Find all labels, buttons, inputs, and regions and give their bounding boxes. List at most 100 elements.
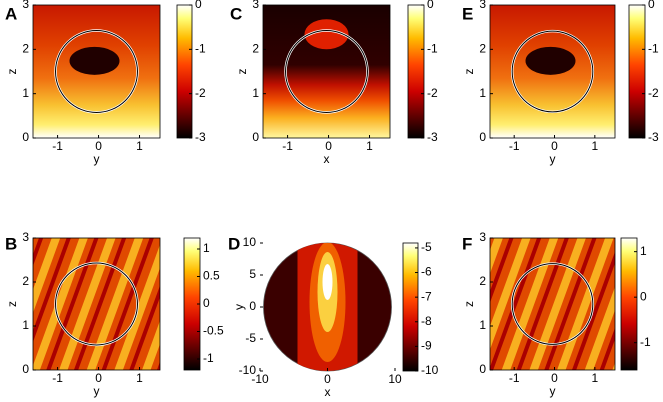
y-axis-label: z	[235, 69, 249, 75]
field-detail	[297, 243, 358, 371]
colorbar	[176, 4, 193, 139]
x-tick-label: 10	[388, 372, 402, 386]
colorbar-tick-label: 0	[203, 296, 210, 310]
colorbar-tick-label: -10	[421, 363, 439, 377]
x-tick-label: 1	[136, 371, 143, 385]
colorbar	[620, 237, 638, 371]
y-tick-label: -10	[239, 363, 257, 377]
y-tick-label: 2	[479, 42, 486, 56]
y-tick-label: 3	[22, 230, 29, 244]
plot-frame	[489, 4, 616, 139]
y-tick-label: 0	[22, 130, 29, 144]
y-tick-label: 0	[479, 362, 486, 376]
panel-label: C	[230, 4, 242, 23]
panel-label: E	[462, 4, 473, 23]
x-tick-label: 1	[591, 139, 598, 153]
y-tick-label: -5	[245, 331, 256, 345]
y-tick-label: 0	[479, 130, 486, 144]
x-axis-label: y	[550, 384, 556, 398]
sphere-outline	[511, 30, 594, 113]
sphere-outline	[285, 30, 368, 113]
y-tick-label: 3	[252, 0, 259, 11]
colorbar-tick-label: -2	[195, 86, 206, 100]
panel-label: D	[228, 234, 240, 253]
field-core	[304, 19, 349, 50]
colorbar-tick-label: 0	[195, 0, 202, 11]
x-tick-label: 1	[591, 371, 598, 385]
y-tick-label: 1	[22, 318, 29, 332]
y-tick-label: 1	[22, 86, 29, 100]
sphere-outline	[55, 262, 138, 346]
y-axis-label: z	[5, 301, 19, 307]
field-core	[69, 46, 120, 75]
colorbar	[407, 4, 425, 139]
x-tick-label: 0	[551, 371, 558, 385]
y-tick-label: 2	[252, 42, 259, 56]
y-tick-label: 1	[252, 86, 259, 100]
y-tick-label: 1	[479, 318, 486, 332]
colorbar-tick-label: -1	[648, 42, 659, 56]
y-tick-label: 0	[249, 299, 256, 313]
x-tick-label: 1	[366, 139, 373, 153]
colorbar	[628, 4, 646, 139]
y-tick-label: 3	[22, 0, 29, 11]
y-axis-label: z	[462, 301, 476, 307]
y-tick-label: 1	[479, 86, 486, 100]
x-tick-label: 0	[551, 139, 558, 153]
colorbar-tick-label: -3	[427, 130, 438, 144]
x-tick-label: -1	[52, 139, 63, 153]
colorbar-tick-label: -9	[421, 339, 432, 353]
colorbar-tick-label: 1	[203, 241, 210, 255]
y-axis-label: z	[462, 69, 476, 75]
panel-label: A	[5, 4, 17, 23]
colorbar-tick-label: 0.5	[203, 269, 220, 283]
y-axis-label: z	[5, 69, 19, 75]
colorbar-tick-label: -2	[648, 86, 659, 100]
x-axis-label: y	[94, 152, 100, 166]
y-tick-label: 3	[479, 0, 486, 11]
x-tick-label: 0	[325, 139, 332, 153]
y-tick-label: 3	[479, 230, 486, 244]
plot-frame	[262, 4, 391, 139]
colorbar-tick-label: 0	[640, 289, 647, 303]
colorbar-tick-label: -8	[421, 314, 432, 328]
y-tick-label: 10	[243, 235, 257, 249]
y-axis-label: y	[232, 304, 246, 310]
colorbar-tick-label: -3	[195, 130, 206, 144]
colorbar-tick-label: -2	[427, 86, 438, 100]
field	[33, 238, 160, 370]
colorbar-tick-label: -0.5	[203, 324, 224, 338]
colorbar-tick-label: 1	[640, 244, 647, 258]
plot-frame	[32, 237, 161, 371]
y-tick-label: 5	[249, 267, 256, 281]
colorbar-tick-label: -5	[421, 240, 432, 254]
x-axis-label: x	[325, 385, 331, 399]
y-tick-label: 0	[22, 362, 29, 376]
field	[490, 238, 615, 370]
y-tick-label: 2	[22, 42, 29, 56]
sphere-outline	[55, 30, 138, 113]
x-tick-label: -10	[251, 372, 269, 386]
colorbar-tick-label: 0	[427, 0, 434, 11]
colorbar-tick-label: 0	[648, 0, 655, 11]
plot-frame	[489, 237, 616, 371]
x-tick-label: -1	[52, 371, 63, 385]
x-axis-label: y	[94, 384, 100, 398]
field-core	[525, 46, 576, 75]
colorbar-tick-label: -1	[195, 42, 206, 56]
y-tick-label: 2	[22, 274, 29, 288]
x-tick-label: 0	[324, 372, 331, 386]
x-tick-label: 0	[95, 371, 102, 385]
colorbar-tick-label: -7	[421, 289, 432, 303]
field-band	[322, 264, 333, 300]
x-tick-label: -1	[282, 139, 293, 153]
colorbar-tick-label: -1	[640, 335, 651, 349]
x-tick-label: -1	[509, 139, 520, 153]
plot-frame	[32, 4, 161, 139]
x-axis-label: y	[550, 152, 556, 166]
panel-label: F	[462, 234, 472, 253]
colorbar-tick-label: -1	[427, 42, 438, 56]
y-tick-label: 2	[479, 274, 486, 288]
colorbar-tick-label: -3	[648, 130, 659, 144]
panel-label: B	[5, 234, 17, 253]
